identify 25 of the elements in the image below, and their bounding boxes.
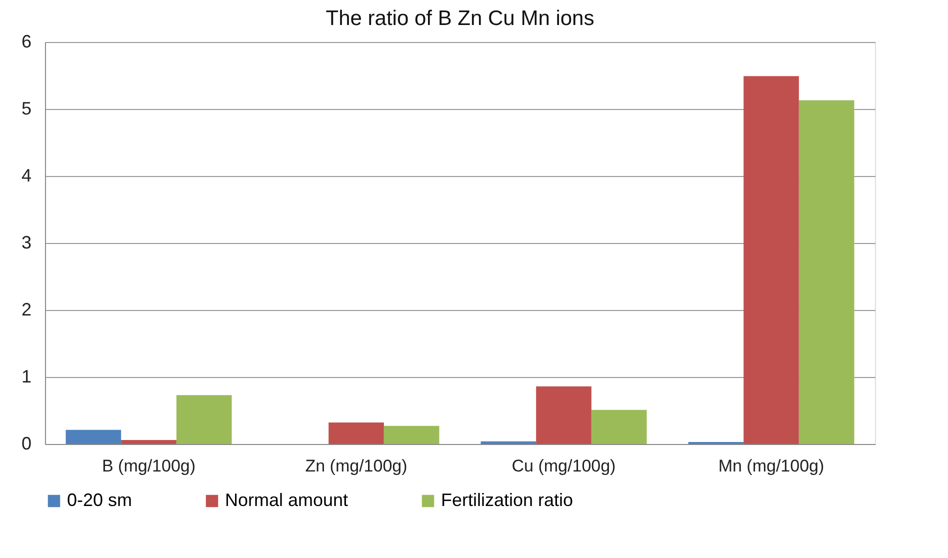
bar bbox=[798, 100, 854, 444]
legend-label: 0-20 sm bbox=[67, 490, 132, 510]
bar bbox=[480, 441, 536, 444]
y-tick-label: 5 bbox=[21, 98, 32, 118]
x-tick-label: Cu (mg/100g) bbox=[512, 456, 616, 476]
bar bbox=[384, 426, 440, 444]
bar bbox=[121, 440, 176, 444]
y-tick-label: 2 bbox=[21, 300, 32, 320]
bar bbox=[744, 76, 799, 444]
x-tick-label: Mn (mg/100g) bbox=[718, 456, 824, 476]
y-tick-label: 0 bbox=[21, 434, 32, 454]
y-tick-label: 6 bbox=[21, 32, 32, 52]
legend-label: Normal amount bbox=[225, 490, 348, 510]
y-tick-label: 3 bbox=[21, 232, 32, 252]
bar bbox=[536, 386, 592, 444]
x-tick-label: B (mg/100g) bbox=[102, 456, 196, 476]
x-tick-label: Zn (mg/100g) bbox=[305, 456, 408, 476]
bar bbox=[328, 422, 384, 444]
bar bbox=[591, 410, 647, 444]
bar bbox=[176, 395, 232, 444]
y-tick-label: 1 bbox=[21, 366, 32, 386]
bar bbox=[66, 430, 122, 444]
legend-label: Fertilization ratio bbox=[441, 490, 574, 510]
y-tick-label: 4 bbox=[21, 166, 32, 186]
chart-title: The ratio of B Zn Cu Mn ions bbox=[326, 7, 594, 30]
